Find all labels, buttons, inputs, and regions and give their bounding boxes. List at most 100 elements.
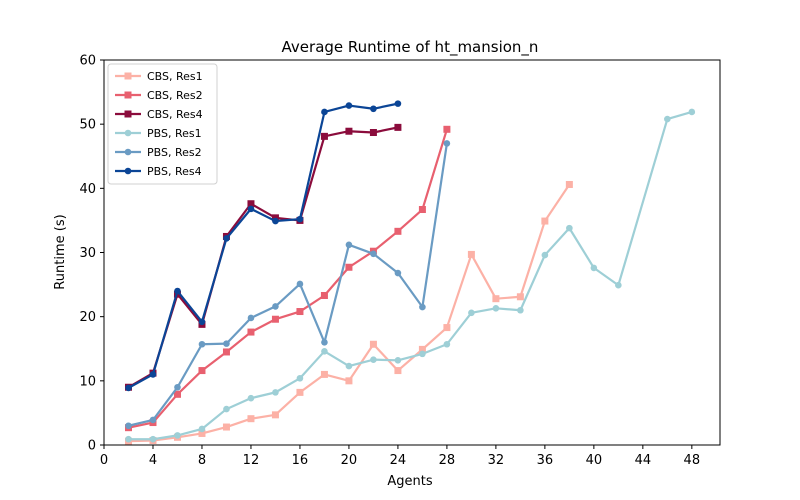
y-tick-label: 50	[79, 118, 96, 133]
legend-item-pbs-res2: PBS, Res2	[115, 146, 202, 159]
x-tick-label: 4	[149, 453, 157, 468]
data-point	[370, 250, 377, 258]
data-point	[688, 108, 696, 116]
data-point	[369, 340, 377, 348]
y-tick-label: 60	[79, 54, 96, 69]
data-point	[272, 217, 279, 225]
data-point	[173, 390, 181, 398]
data-point	[443, 125, 451, 133]
legend-item-pbs-res4: PBS, Res4	[115, 165, 202, 178]
series-pbs-res1	[125, 108, 696, 443]
data-point	[296, 374, 304, 382]
data-point	[247, 415, 255, 423]
data-point	[492, 305, 500, 312]
data-point	[492, 295, 500, 303]
legend-label: PBS, Res1	[147, 127, 202, 140]
legend-item-cbs-res4: CBS, Res4	[115, 108, 203, 121]
x-tick-label: 20	[341, 453, 358, 468]
legend-marker	[124, 72, 132, 80]
data-point	[320, 291, 328, 299]
legend-label: PBS, Res2	[147, 146, 202, 159]
data-point	[394, 100, 402, 107]
data-point	[468, 309, 475, 317]
y-axis-label: Runtime (s)	[53, 214, 68, 289]
data-point	[222, 423, 230, 431]
data-point	[174, 287, 181, 295]
data-point	[222, 348, 230, 356]
data-point	[223, 235, 230, 242]
data-point	[247, 328, 255, 336]
data-point	[149, 416, 157, 424]
data-point	[443, 340, 451, 348]
x-tick-label: 44	[635, 453, 652, 468]
data-point	[394, 357, 402, 364]
data-point	[198, 425, 206, 433]
data-point	[443, 140, 451, 147]
data-point	[370, 105, 377, 113]
data-point	[247, 200, 255, 208]
data-point	[394, 367, 402, 375]
legend-label: PBS, Res4	[147, 165, 202, 178]
y-tick-label: 10	[79, 374, 96, 389]
data-point	[320, 132, 328, 140]
data-point	[223, 340, 230, 347]
data-point	[345, 377, 353, 385]
data-point	[418, 206, 426, 214]
data-point	[345, 263, 353, 271]
data-point	[271, 411, 279, 419]
data-point	[565, 180, 573, 188]
data-point	[271, 315, 279, 323]
legend-marker	[124, 129, 132, 137]
series-pbs-res4	[125, 100, 402, 392]
x-tick-label: 24	[390, 453, 407, 468]
data-point	[516, 293, 524, 301]
x-tick-label: 16	[292, 453, 309, 468]
data-point	[320, 370, 328, 378]
data-point	[321, 108, 328, 116]
series-line-pbs-res4	[127, 102, 399, 389]
data-point	[566, 224, 573, 232]
data-point	[125, 435, 132, 443]
y-tick-label: 20	[79, 310, 96, 325]
legend-marker	[124, 148, 132, 156]
x-tick-label: 40	[586, 453, 603, 468]
legend-item-cbs-res2: CBS, Res2	[115, 89, 203, 102]
series-line-pbs-res2	[128, 143, 448, 427]
x-tick-label: 36	[537, 453, 554, 468]
data-point	[590, 264, 598, 272]
data-point	[149, 435, 157, 443]
data-point	[272, 303, 279, 310]
data-point	[467, 250, 475, 258]
series-pbs-res2	[125, 140, 451, 430]
legend-label: CBS, Res1	[147, 70, 203, 83]
x-tick-label: 12	[243, 453, 260, 468]
series-line-cbs-res2	[128, 128, 448, 429]
data-point	[321, 348, 328, 355]
data-point	[443, 324, 451, 332]
data-point	[247, 205, 255, 213]
data-point	[394, 123, 402, 131]
data-point	[345, 127, 353, 135]
chart-title: Average Runtime of ht_mansion_n	[282, 38, 539, 57]
data-point	[345, 241, 353, 249]
legend-marker	[124, 91, 132, 99]
data-point	[198, 367, 206, 375]
x-tick-label: 48	[684, 453, 701, 468]
legend-item-cbs-res1: CBS, Res1	[115, 70, 203, 83]
data-point	[125, 422, 132, 430]
x-tick-label: 32	[488, 453, 505, 468]
data-point	[419, 303, 426, 311]
data-point	[394, 269, 402, 277]
data-point	[125, 384, 132, 392]
data-point	[541, 217, 549, 225]
data-point	[369, 129, 377, 137]
data-point	[418, 345, 426, 353]
data-point	[272, 389, 279, 396]
data-point	[541, 251, 549, 259]
data-point	[370, 356, 377, 363]
data-point	[296, 388, 304, 396]
legend-label: CBS, Res2	[147, 89, 203, 102]
y-tick-label: 0	[88, 439, 96, 454]
legend-label: CBS, Res4	[147, 108, 203, 121]
